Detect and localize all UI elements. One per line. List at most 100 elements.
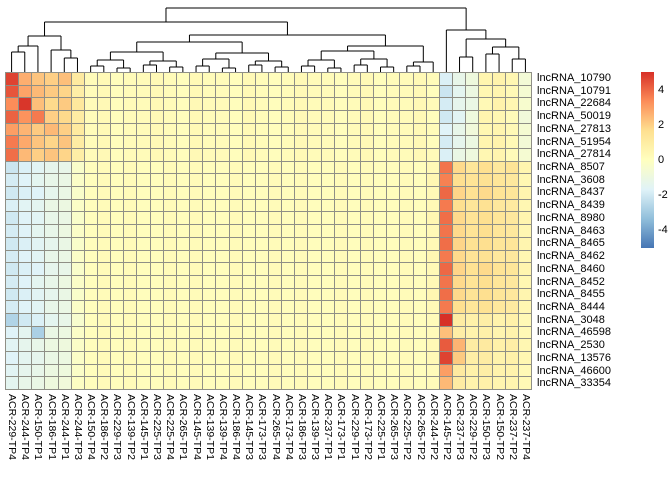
heatmap-cell (518, 111, 531, 123)
heatmap-cell (295, 351, 308, 364)
heatmap-cell (387, 351, 400, 364)
heatmap-cell (282, 199, 295, 212)
heatmap-cell (268, 288, 282, 301)
heatmap-cell (111, 313, 124, 326)
heatmap-cell (84, 377, 98, 389)
heatmap-cell (229, 275, 242, 288)
heatmap-cell (84, 313, 98, 326)
heatmap-cell (150, 161, 163, 174)
heatmap-cell (176, 301, 190, 313)
heatmap-cell (466, 275, 479, 288)
heatmap-cell (203, 313, 216, 326)
heatmap-grid (5, 72, 532, 390)
heatmap-cell (6, 225, 19, 237)
heatmap-cell (518, 364, 531, 377)
heatmap-cell (58, 174, 71, 187)
heatmap-cell (334, 161, 347, 174)
heatmap-cell (321, 288, 334, 301)
heatmap-cell (137, 85, 150, 98)
column-labels: ACR-229-TP4 ACR-244-TP4 ACR-150-TP1 ACR-186… (5, 394, 532, 480)
heatmap-cell (492, 339, 505, 351)
heatmap-cell (413, 123, 426, 136)
column-label: ACR-150-TP1 (32, 394, 45, 460)
heatmap-cell (190, 301, 203, 313)
heatmap-cell (176, 250, 190, 263)
heatmap-cell (268, 212, 282, 225)
heatmap-cell (163, 174, 176, 187)
heatmap-cell (334, 187, 347, 199)
heatmap-cell (255, 377, 268, 389)
column-label: ACR-145-TP2 (440, 394, 453, 460)
heatmap-cell (361, 174, 374, 187)
heatmap-cell (334, 301, 347, 313)
heatmap-cell (98, 149, 111, 161)
heatmap-cell (190, 263, 203, 275)
heatmap-cell (374, 85, 387, 98)
heatmap-cell (32, 174, 45, 187)
heatmap-cell (268, 161, 282, 174)
heatmap-cell (229, 377, 242, 389)
heatmap-cell (439, 288, 453, 301)
heatmap-cell (19, 263, 32, 275)
heatmap-cell (242, 161, 255, 174)
heatmap-cell (400, 136, 413, 149)
heatmap-cell (216, 237, 229, 250)
heatmap-cell (84, 174, 98, 187)
heatmap-cell (84, 225, 98, 237)
column-dendrogram (11, 7, 526, 72)
heatmap-cell (439, 174, 453, 187)
heatmap-cell (163, 326, 176, 339)
heatmap-cell (229, 225, 242, 237)
heatmap-cell (137, 123, 150, 136)
heatmap-cell (242, 351, 255, 364)
heatmap-cell (58, 111, 71, 123)
heatmap-cell (426, 199, 439, 212)
heatmap-cell (308, 351, 321, 364)
heatmap-cell (242, 225, 255, 237)
heatmap-cell (58, 275, 71, 288)
heatmap-cell (492, 98, 505, 111)
heatmap-cell (400, 161, 413, 174)
heatmap-cell (203, 351, 216, 364)
heatmap-cell (374, 288, 387, 301)
heatmap-cell (361, 237, 374, 250)
heatmap-cell (45, 73, 58, 85)
heatmap-cell (190, 149, 203, 161)
heatmap-cell (203, 73, 216, 85)
heatmap-cell (176, 199, 190, 212)
heatmap-cell (150, 73, 163, 85)
heatmap-cell (282, 351, 295, 364)
heatmap-cell (71, 237, 84, 250)
heatmap-cell (190, 123, 203, 136)
heatmap-cell (387, 123, 400, 136)
heatmap-cell (163, 199, 176, 212)
heatmap-cell (163, 161, 176, 174)
heatmap-cell (190, 111, 203, 123)
heatmap-cell (6, 199, 19, 212)
heatmap-cell (137, 275, 150, 288)
column-label: ACR-265-TP2 (414, 394, 427, 460)
heatmap-cell (295, 73, 308, 85)
heatmap-cell (400, 187, 413, 199)
heatmap-cell (216, 326, 229, 339)
heatmap-cell (19, 339, 32, 351)
heatmap-cell (479, 73, 492, 85)
heatmap-cell (242, 364, 255, 377)
heatmap-cell (137, 174, 150, 187)
heatmap-cell (453, 237, 466, 250)
heatmap-cell (321, 212, 334, 225)
heatmap-cell (466, 364, 479, 377)
heatmap-cell (84, 98, 98, 111)
heatmap-cell (203, 301, 216, 313)
heatmap-cell (479, 275, 492, 288)
heatmap-cell (216, 161, 229, 174)
heatmap-cell (374, 301, 387, 313)
heatmap-cell (413, 73, 426, 85)
heatmap-cell (426, 351, 439, 364)
heatmap-cell (453, 174, 466, 187)
heatmap-cell (6, 364, 19, 377)
heatmap-cell (505, 377, 518, 389)
heatmap-cell (518, 288, 531, 301)
heatmap-cell (255, 339, 268, 351)
heatmap-cell (282, 85, 295, 98)
